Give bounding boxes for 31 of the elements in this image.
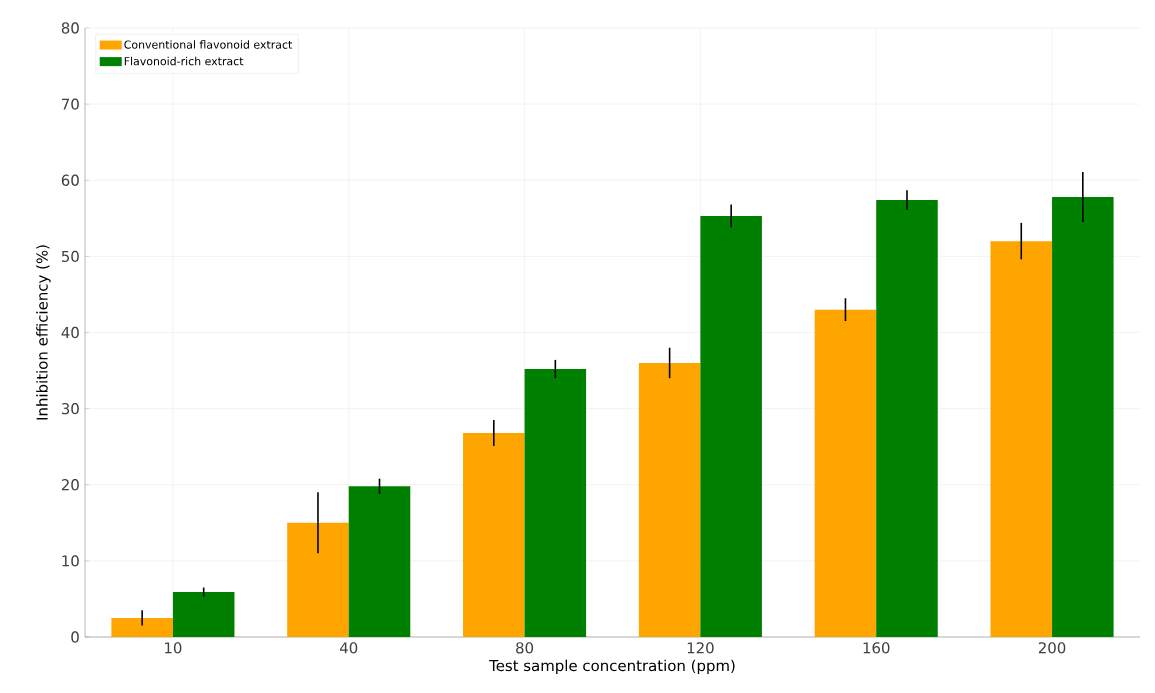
y-tick-label: 40 bbox=[61, 326, 79, 339]
x-tick-label: 200 bbox=[1038, 642, 1066, 654]
y-axis-title: Inhibition efficiency (%) bbox=[36, 245, 51, 420]
y-tick-label: 30 bbox=[61, 402, 79, 415]
legend-label: Flavonoid-rich extract bbox=[124, 56, 244, 66]
bar bbox=[463, 432, 525, 637]
x-tick-label: 80 bbox=[516, 642, 534, 654]
y-tick-label: 60 bbox=[61, 174, 79, 186]
y-tick-label: 20 bbox=[61, 479, 79, 491]
bar bbox=[700, 216, 762, 637]
bar bbox=[990, 241, 1053, 637]
bar bbox=[814, 309, 877, 637]
bar bbox=[172, 592, 235, 637]
y-tick-label: 70 bbox=[62, 98, 79, 110]
bar bbox=[876, 200, 938, 637]
bar bbox=[111, 617, 173, 637]
y-tick-label: 80 bbox=[61, 22, 79, 34]
y-tick-label: 50 bbox=[61, 250, 79, 263]
x-tick-label: 120 bbox=[687, 642, 714, 654]
y-tick-label: 0 bbox=[71, 631, 79, 643]
y-tick-label: 10 bbox=[62, 555, 79, 567]
x-tick-label: 40 bbox=[339, 642, 358, 654]
legend-label: Conventional flavonoid extract bbox=[124, 40, 293, 49]
bar bbox=[348, 486, 411, 637]
bar bbox=[1052, 197, 1114, 637]
bar bbox=[287, 522, 349, 637]
bar bbox=[524, 369, 587, 637]
x-tick-label: 10 bbox=[165, 642, 182, 654]
x-tick-label: 160 bbox=[863, 642, 890, 654]
x-axis-title: Test sample concentration (ppm) bbox=[489, 659, 735, 675]
bar bbox=[638, 362, 701, 637]
